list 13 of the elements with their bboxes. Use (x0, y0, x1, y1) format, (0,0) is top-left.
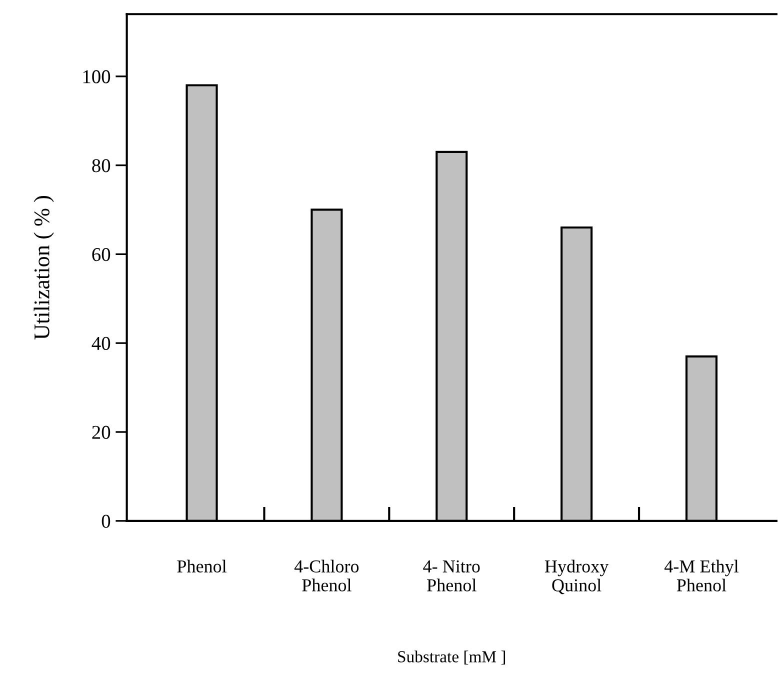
x-tick-label: 4-M Ethyl Phenol (664, 560, 738, 592)
y-tick-label: 40 (92, 336, 110, 350)
x-tick-label: Phenol (177, 560, 226, 572)
y-tick-label: 20 (92, 426, 110, 439)
x-axis-title: Substrate [mM ] (398, 650, 506, 664)
y-tick-label: 100 (83, 70, 110, 84)
x-tick-label: 4- Nitro Phenol (423, 560, 480, 592)
x-tick-label: 4-Chloro Phenol (294, 560, 359, 592)
y-tick-label: 80 (92, 159, 110, 172)
y-tick-label: 0 (102, 514, 110, 528)
x-tick-label: Hydroxy Quinol (544, 560, 609, 594)
y-axis-title: Utilization ( % ) (34, 196, 54, 340)
y-tick-label: 60 (92, 248, 110, 262)
